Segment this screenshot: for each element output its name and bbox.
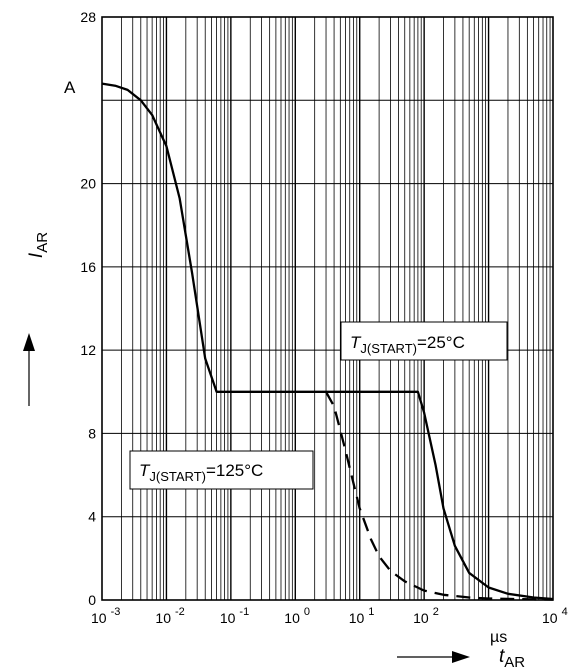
x-tick-label: 10 -3 <box>91 606 120 626</box>
y-tick-label: 0 <box>88 592 96 608</box>
annotation-tj-125: TJ(START)=125°C <box>129 450 314 490</box>
y-tick-label: 12 <box>80 342 96 358</box>
y-tick-label: 4 <box>88 509 96 525</box>
x-tick-label: 10 -2 <box>155 606 184 626</box>
series-line-solid <box>101 82 554 601</box>
svg-text:TJ(START)=25°C: TJ(START)=25°C <box>350 333 465 356</box>
y-tick-label: 20 <box>80 176 96 192</box>
x-axis-label: tAR <box>499 646 525 669</box>
annotation-25-symbol: T <box>350 333 362 352</box>
x-tick-label: 10 2 <box>413 606 439 626</box>
y-tick-label: 28 <box>80 9 96 25</box>
x-tick-exponent: 4 <box>562 606 568 618</box>
x-axis-subscript: AR <box>504 654 525 669</box>
x-tick-exponent: -3 <box>111 606 121 618</box>
x-tick-label: 10 1 <box>349 606 375 626</box>
y-unit-label: A <box>64 78 76 97</box>
annotation-125-subscript: J(START) <box>149 469 206 484</box>
x-tick-base: 10 <box>155 610 171 626</box>
x-tick-exponent: 2 <box>433 606 439 618</box>
annotation-125-value: =125°C <box>206 461 263 480</box>
annotation-tj-25: TJ(START)=25°C <box>340 321 508 361</box>
x-tick-base: 10 <box>349 610 365 626</box>
annotation-25-subscript: J(START) <box>360 341 417 356</box>
plot-frame <box>101 16 554 601</box>
y-axis-label: IAR <box>26 232 51 258</box>
x-tick-base: 10 <box>413 610 429 626</box>
y-tick-label: 8 <box>88 425 96 441</box>
x-tick-exponent: -2 <box>175 606 185 618</box>
x-tick-labels: 10 -3 10 -2 10 -1 10 0 10 1 10 2 10 4 <box>91 606 568 626</box>
x-axis-symbol: t <box>499 646 505 667</box>
minor-grid <box>120 17 551 600</box>
x-tick-exponent: 1 <box>368 606 374 618</box>
svg-text:TJ(START)=125°C: TJ(START)=125°C <box>139 461 263 484</box>
series-line-dashed <box>324 391 554 601</box>
x-tick-exponent: 0 <box>304 606 310 618</box>
y-tick-labels: 0 4 8 12 16 20 28 <box>80 9 96 608</box>
x-tick-base: 10 <box>284 610 300 626</box>
annotation-125-symbol: T <box>139 461 151 480</box>
x-tick-exponent: -1 <box>239 606 249 618</box>
y-axis-subscript: AR <box>34 232 51 253</box>
series-layer <box>101 82 554 601</box>
x-axis-arrow <box>397 651 470 663</box>
y-axis-arrow <box>23 333 35 406</box>
x-tick-label: 10 0 <box>284 606 310 626</box>
y-axis-symbol: I <box>26 252 47 258</box>
x-unit-label: µs <box>490 629 507 646</box>
annotation-25-value: =25°C <box>417 333 465 352</box>
x-tick-base: 10 <box>220 610 236 626</box>
x-tick-label: 10 -1 <box>220 606 249 626</box>
x-tick-base: 10 <box>91 610 107 626</box>
x-tick-label: 10 4 <box>542 606 568 626</box>
y-tick-label: 16 <box>80 259 96 275</box>
x-tick-base: 10 <box>542 610 558 626</box>
